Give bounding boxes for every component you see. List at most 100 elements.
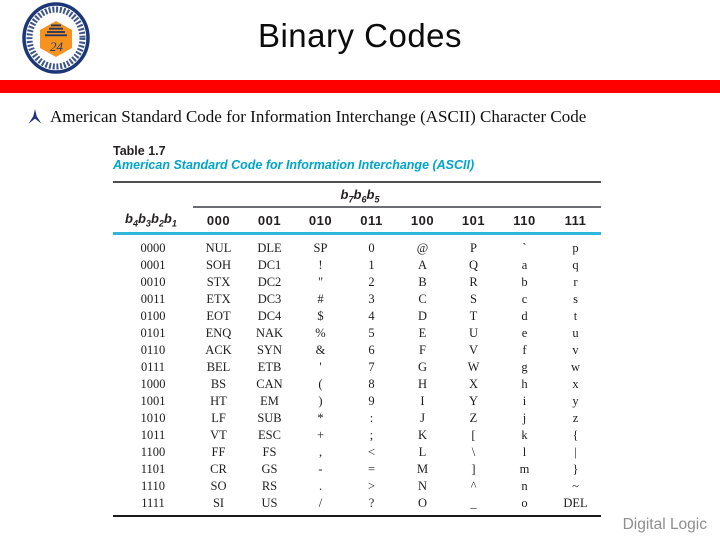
char-cell: n bbox=[521, 479, 528, 493]
char-cell: F bbox=[419, 343, 426, 357]
column-header: 000 bbox=[206, 212, 231, 228]
char-cell: D bbox=[417, 309, 428, 323]
char-cell: SO bbox=[210, 479, 227, 493]
column-header: 001 bbox=[257, 212, 282, 228]
bits-cell: 1111 bbox=[141, 496, 165, 510]
char-cell: z bbox=[572, 411, 579, 425]
char-cell: DEL bbox=[563, 496, 588, 510]
char-cell: P bbox=[470, 241, 477, 255]
footer-text: Digital Logic bbox=[622, 516, 707, 533]
bullet-row: American Standard Code for Information I… bbox=[28, 107, 586, 127]
char-cell: < bbox=[367, 445, 376, 459]
char-cell: ACK bbox=[205, 343, 232, 357]
char-cell: v bbox=[572, 343, 579, 357]
char-cell: BEL bbox=[206, 360, 231, 374]
char-cell: b bbox=[521, 275, 528, 289]
char-cell: l bbox=[522, 445, 527, 459]
group-header-b765: b7b6b5 bbox=[340, 187, 380, 205]
char-cell: EM bbox=[260, 394, 279, 408]
bits-cell: 1110 bbox=[140, 479, 166, 493]
char-cell: RS bbox=[261, 479, 278, 493]
char-cell: , bbox=[318, 445, 323, 459]
char-cell: " bbox=[317, 275, 324, 289]
char-cell: 7 bbox=[368, 360, 375, 374]
char-cell: d bbox=[521, 309, 528, 323]
char-cell: O bbox=[417, 496, 428, 510]
bits-cell: 0111 bbox=[140, 360, 166, 374]
bits-cell: 0110 bbox=[140, 343, 166, 357]
university-logo: 24 bbox=[14, 1, 98, 75]
char-cell: W bbox=[467, 360, 480, 374]
char-cell: DC3 bbox=[257, 292, 282, 306]
char-cell: ` bbox=[522, 241, 527, 255]
char-cell: # bbox=[317, 292, 324, 306]
char-cell: 3 bbox=[368, 292, 375, 306]
column-header: 011 bbox=[360, 212, 383, 228]
char-cell: ESC bbox=[258, 428, 281, 442]
char-cell: m bbox=[519, 462, 530, 476]
char-cell: SP bbox=[313, 241, 328, 255]
char-cell: 5 bbox=[368, 326, 375, 340]
char-cell: j bbox=[522, 411, 527, 425]
char-cell: U bbox=[468, 326, 479, 340]
char-cell: BS bbox=[210, 377, 227, 391]
column-header: 101 bbox=[461, 212, 486, 228]
char-cell: t bbox=[573, 309, 578, 323]
char-cell: / bbox=[318, 496, 323, 510]
char-cell: M bbox=[416, 462, 429, 476]
bits-cell: 1000 bbox=[140, 377, 166, 391]
table-row: 1110 SO RS. > N ^ n ~ bbox=[113, 478, 601, 495]
char-cell: h bbox=[521, 377, 528, 391]
char-cell: B bbox=[418, 275, 427, 289]
bits-cell: 0101 bbox=[140, 326, 166, 340]
ascii-table-figure: Table 1.7 American Standard Code for Inf… bbox=[112, 144, 604, 520]
char-cell: % bbox=[315, 326, 326, 340]
char-cell: DC2 bbox=[257, 275, 282, 289]
char-cell: CAN bbox=[256, 377, 283, 391]
page-title: Binary Codes bbox=[257, 17, 463, 54]
accent-bar bbox=[0, 80, 720, 93]
bits-cell: 1011 bbox=[140, 428, 166, 442]
char-cell: ! bbox=[318, 258, 323, 272]
char-cell: o bbox=[521, 496, 528, 510]
table-row: 1100 FF FS, < L \ l | bbox=[113, 444, 601, 461]
bits-cell: 0011 bbox=[140, 292, 166, 306]
char-cell: X bbox=[468, 377, 479, 391]
char-cell: NAK bbox=[255, 326, 284, 340]
char-cell: K bbox=[417, 428, 428, 442]
char-cell: FS bbox=[262, 445, 277, 459]
char-cell: SYN bbox=[256, 343, 282, 357]
char-cell: { bbox=[572, 428, 579, 442]
char-cell: L bbox=[418, 445, 427, 459]
char-cell: ] bbox=[471, 462, 476, 476]
char-cell: i bbox=[522, 394, 527, 408]
char-cell: 0 bbox=[368, 241, 375, 255]
char-cell: p bbox=[572, 241, 579, 255]
caltrop-bullet-icon bbox=[28, 109, 42, 124]
char-cell: R bbox=[469, 275, 478, 289]
char-cell: ( bbox=[318, 377, 323, 391]
bits-cell: 0100 bbox=[140, 309, 166, 323]
char-cell: g bbox=[521, 360, 528, 374]
char-cell: ; bbox=[369, 428, 374, 442]
char-cell: C bbox=[418, 292, 427, 306]
table-row: 0000 NUL DLE SP 0 @ P ` p bbox=[113, 240, 601, 257]
char-cell: s bbox=[573, 292, 578, 306]
row-header-b4321: b4b3b2b1 bbox=[125, 211, 177, 229]
char-cell: CR bbox=[210, 462, 227, 476]
char-cell: US bbox=[261, 496, 278, 510]
char-cell: ETX bbox=[206, 292, 231, 306]
table-caption: American Standard Code for Information I… bbox=[113, 158, 475, 172]
char-cell: ^ bbox=[470, 479, 477, 493]
char-cell: SUB bbox=[257, 411, 282, 425]
char-cell: 1 bbox=[368, 258, 375, 272]
char-cell: DC4 bbox=[257, 309, 282, 323]
char-cell: c bbox=[521, 292, 528, 306]
char-cell: $ bbox=[317, 309, 324, 323]
char-cell: E bbox=[418, 326, 427, 340]
char-cell: N bbox=[417, 479, 428, 493]
